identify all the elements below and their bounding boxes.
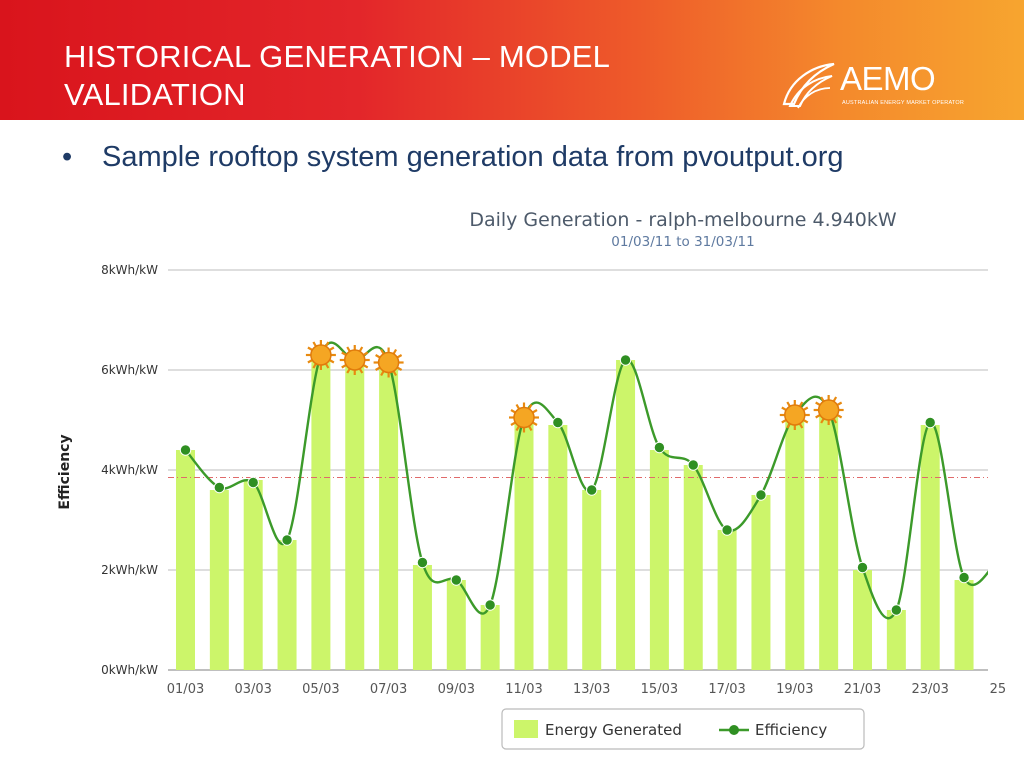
efficiency-point <box>247 476 259 489</box>
bar <box>412 565 432 670</box>
bar <box>819 410 839 670</box>
bar <box>277 540 297 670</box>
bar <box>751 495 771 670</box>
legend-marker-efficiency <box>729 725 739 735</box>
bar <box>954 580 974 670</box>
title-banner: HISTORICAL GENERATION – MODEL VALIDATION… <box>0 0 1024 120</box>
bar <box>345 365 365 670</box>
bar <box>243 480 263 670</box>
bar <box>379 365 399 670</box>
x-tick-label: 01/03 <box>167 682 204 697</box>
bar <box>582 490 602 670</box>
chart-title: Daily Generation - ralph-melbourne 4.940… <box>469 209 897 231</box>
efficiency-point <box>416 556 429 569</box>
efficiency-point <box>721 524 733 536</box>
efficiency-point <box>755 489 767 501</box>
bar <box>853 570 872 670</box>
daily-generation-chart: Daily Generation - ralph-melbourne 4.940… <box>57 209 1007 750</box>
bar <box>616 360 636 670</box>
slide-title: HISTORICAL GENERATION – MODEL VALIDATION <box>64 39 611 112</box>
y-tick-label: 2kWh/kW <box>101 563 158 577</box>
x-tick-label: 09/03 <box>438 682 475 697</box>
bar <box>209 490 229 670</box>
bullet-item: • Sample rooftop system generation data f… <box>62 141 844 174</box>
sun-icon <box>813 395 844 425</box>
bar <box>683 465 703 670</box>
efficiency-point <box>586 484 598 496</box>
efficiency-point <box>484 599 496 611</box>
bar <box>480 605 500 670</box>
x-tick-label: 23/03 <box>911 682 948 697</box>
efficiency-point <box>619 354 632 366</box>
bullet-marker: • <box>62 141 73 173</box>
y-tick-label: 0kWh/kW <box>101 663 158 677</box>
x-tick-label: 13/03 <box>573 682 610 697</box>
sun-icon <box>509 402 539 433</box>
efficiency-point <box>450 574 462 586</box>
efficiency-point <box>856 561 869 574</box>
efficiency-point <box>890 604 903 616</box>
sun-icon <box>305 340 336 370</box>
x-tick-label: 15/03 <box>641 682 678 697</box>
legend-swatch-energy <box>514 720 538 738</box>
bar <box>548 425 568 670</box>
x-tick-label: 05/03 <box>302 682 339 697</box>
x-tick-label: 21/03 <box>844 682 881 697</box>
x-tick-label: 03/03 <box>234 682 271 697</box>
bar <box>886 610 906 670</box>
sun-icon <box>339 345 370 375</box>
bar <box>717 530 737 670</box>
x-tick-label: 07/03 <box>370 682 407 697</box>
aemo-logo: AEMO AUSTRALIAN ENERGY MARKET OPERATOR <box>776 58 966 114</box>
bar <box>514 420 534 670</box>
bar <box>785 415 805 670</box>
bar <box>176 450 195 670</box>
y-tick-label: 4kWh/kW <box>101 463 158 477</box>
sun-icon <box>779 400 810 430</box>
x-tick-label: 17/03 <box>708 682 745 697</box>
legend-label-energy: Energy Generated <box>545 721 682 739</box>
logo-swirl-icon <box>782 62 835 109</box>
efficiency-point <box>958 571 970 584</box>
legend-box <box>501 708 865 750</box>
x-tick-label: 25 <box>990 682 1007 697</box>
bar <box>920 425 940 670</box>
bar <box>446 580 466 670</box>
y-axis-title: Efficiency <box>57 434 73 509</box>
bar <box>311 355 331 670</box>
bullet-text: Sample rooftop system generation data fr… <box>102 141 844 173</box>
y-tick-label: 8kWh/kW <box>101 263 158 277</box>
efficiency-point <box>687 459 699 471</box>
efficiency-point <box>281 534 293 546</box>
efficiency-point <box>213 481 226 494</box>
logo-tagline: AUSTRALIAN ENERGY MARKET OPERATOR <box>842 100 965 106</box>
y-tick-label: 6kWh/kW <box>101 363 158 377</box>
efficiency-point <box>552 416 564 429</box>
bar <box>649 450 669 670</box>
legend-label-efficiency: Efficiency <box>755 721 827 739</box>
efficiency-point <box>179 444 192 456</box>
sun-icon <box>373 347 404 378</box>
x-tick-label: 19/03 <box>776 682 813 697</box>
efficiency-point <box>653 441 666 454</box>
chart-subtitle: 01/03/11 to 31/03/11 <box>611 234 754 250</box>
efficiency-point <box>924 416 936 429</box>
logo-wordmark: AEMO <box>840 60 936 97</box>
x-tick-label: 11/03 <box>505 682 542 697</box>
